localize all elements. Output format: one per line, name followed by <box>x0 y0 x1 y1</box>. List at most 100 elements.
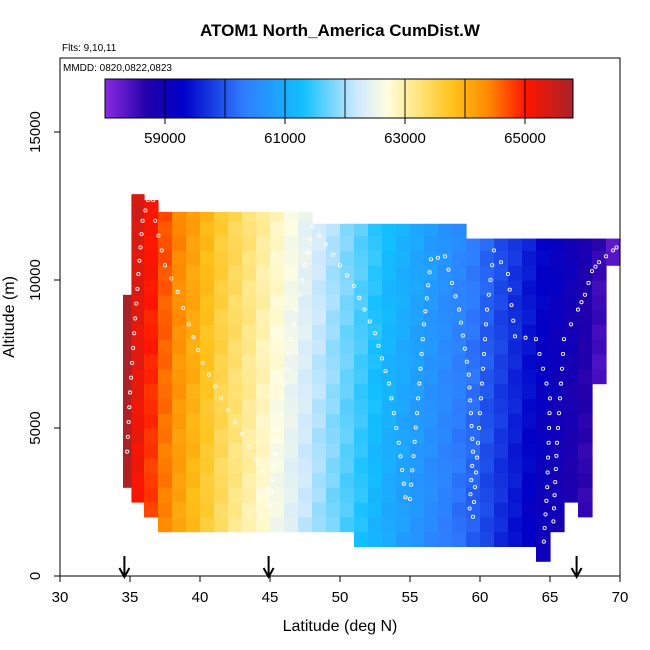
flight-track-point <box>394 425 399 431</box>
heatmap-cell <box>214 220 229 237</box>
flight-track-point <box>453 294 458 299</box>
heatmap-cell <box>158 502 173 518</box>
heatmap-cell <box>242 368 257 385</box>
heatmap-cell <box>536 339 551 355</box>
flight-track-point <box>138 245 143 250</box>
heatmap-cell <box>158 457 173 473</box>
flight-track-point <box>409 482 414 487</box>
heatmap-cell <box>466 238 481 251</box>
heatmap-cell <box>410 516 425 533</box>
heatmap-cell <box>298 339 313 355</box>
flight-track-point <box>523 335 528 340</box>
flight-track-point <box>474 455 480 460</box>
heatmap-cell <box>326 309 341 325</box>
heatmap-cell <box>186 383 201 399</box>
heatmap-cell <box>340 368 355 385</box>
flight-track-point <box>267 502 273 508</box>
flight-track-point <box>181 306 186 311</box>
heatmap-cell <box>214 265 229 281</box>
heatmap-cell <box>172 383 187 399</box>
heatmap-cell <box>536 442 551 459</box>
heatmap-cell <box>382 223 397 237</box>
heatmap-cell <box>172 211 187 222</box>
heatmap-cell <box>326 324 341 340</box>
heatmap-cell <box>340 309 355 325</box>
flight-track-point <box>337 263 343 268</box>
x-tick-label-30: 30 <box>52 589 69 606</box>
heatmap-cell <box>424 531 439 547</box>
heatmap-cell <box>186 309 201 325</box>
heatmap-cell <box>214 457 229 473</box>
heatmap-cell <box>200 398 215 414</box>
heatmap-cell <box>578 442 593 459</box>
flight-track-point <box>125 434 130 439</box>
heatmap-cell <box>123 339 132 355</box>
heatmap-cell <box>382 339 397 355</box>
heatmap-cell <box>564 324 579 340</box>
heatmap-cell <box>131 220 145 237</box>
heatmap-cell <box>550 413 565 429</box>
flight-track-point <box>278 411 283 416</box>
heatmap-cell <box>382 428 397 444</box>
heatmap-cell <box>522 339 537 355</box>
heatmap-cell <box>578 368 593 385</box>
flight-track-point <box>554 440 560 445</box>
heatmap-cell <box>186 398 201 414</box>
heatmap-cell <box>214 428 229 444</box>
heatmap-cell <box>368 442 383 459</box>
heatmap-cell <box>270 472 285 488</box>
heatmap-cell <box>326 280 341 296</box>
heatmap-cell <box>186 516 201 533</box>
heatmap-cell <box>340 383 355 399</box>
heatmap-cell <box>200 235 215 251</box>
dates-label: MMDD: 0820,0822,0823 <box>63 63 172 74</box>
heatmap-cell <box>550 457 565 473</box>
flight-track-point <box>200 360 205 365</box>
heatmap-cell <box>158 339 173 355</box>
heatmap-cell <box>158 398 173 414</box>
heatmap-cell <box>284 294 299 311</box>
heatmap-cell <box>256 487 271 503</box>
heatmap-cell <box>522 472 537 488</box>
flight-track-point <box>555 425 561 431</box>
heatmap-cell <box>270 383 285 399</box>
heatmap-cell <box>256 442 271 459</box>
heatmap-cell <box>452 457 467 473</box>
flight-track-point <box>435 255 441 260</box>
flight-track-point <box>426 283 431 288</box>
heatmap-cell <box>564 265 579 281</box>
flight-track-point <box>253 457 259 462</box>
heatmap-cell <box>508 487 523 503</box>
flight-track-point <box>596 260 602 265</box>
heatmap-cell <box>158 211 173 222</box>
heatmap-cell <box>284 211 299 222</box>
flight-track-point <box>551 519 556 524</box>
flight-track-point <box>403 495 408 500</box>
heatmap-cell <box>368 428 383 444</box>
heatmap-cell <box>214 309 229 325</box>
flight-track-point <box>507 287 512 292</box>
heatmap-cell <box>158 428 173 444</box>
heatmap-cell <box>256 309 271 325</box>
heatmap-cell <box>340 472 355 488</box>
heatmap-cell <box>144 442 159 459</box>
heatmap-cell <box>578 413 593 429</box>
heatmap-cell <box>424 383 439 399</box>
heatmap-cell <box>382 309 397 325</box>
heatmap-cell <box>131 250 145 266</box>
heatmap-cell <box>508 250 523 266</box>
heatmap-cell <box>410 280 425 296</box>
heatmap-cell <box>550 428 565 444</box>
heatmap-cell <box>424 442 439 459</box>
heatmap-cell <box>550 516 565 533</box>
heatmap-cell <box>284 413 299 429</box>
heatmap-cell <box>158 383 173 399</box>
heatmap-cell <box>522 368 537 385</box>
heatmap-cell <box>200 250 215 266</box>
flight-track-point <box>196 347 201 353</box>
heatmap-cell <box>270 294 285 311</box>
heatmap-cell <box>480 280 495 296</box>
heatmap-cell <box>228 324 243 340</box>
flight-track-point <box>460 333 465 338</box>
flight-track-point <box>153 218 158 223</box>
